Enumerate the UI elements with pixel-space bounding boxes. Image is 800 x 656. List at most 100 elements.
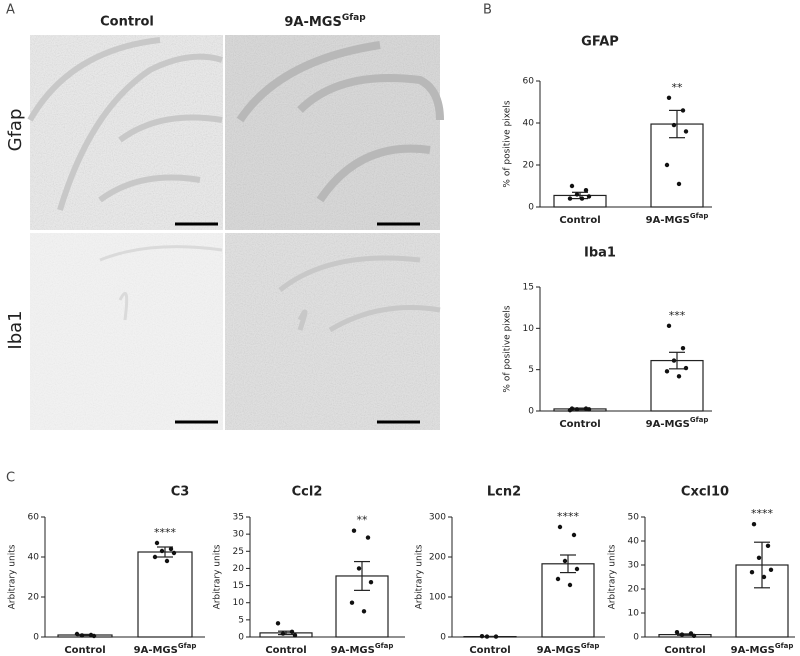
data-point bbox=[671, 122, 677, 128]
tissue-structure bbox=[278, 255, 441, 333]
data-point bbox=[683, 365, 689, 371]
column-label: 9A-MGSGfap bbox=[284, 13, 366, 30]
data-point bbox=[349, 600, 355, 605]
error-bar bbox=[669, 351, 685, 370]
y-tick-label: 5 bbox=[528, 365, 534, 375]
x-tick-label: Control bbox=[559, 419, 600, 430]
data-point bbox=[676, 374, 682, 379]
data-point bbox=[152, 554, 158, 560]
x-tick-label: 9A-MGSGfap bbox=[646, 212, 709, 226]
data-point bbox=[749, 570, 755, 575]
y-axis-label: % of positive pixels bbox=[503, 305, 513, 392]
data-point bbox=[555, 576, 561, 582]
significance: *** bbox=[669, 309, 686, 322]
y-tick-label: 60 bbox=[28, 513, 40, 523]
x-tick-label: Control bbox=[664, 645, 705, 656]
data-point bbox=[579, 196, 585, 201]
row-label: Gfap bbox=[5, 109, 26, 152]
data-point bbox=[586, 407, 592, 412]
data-point bbox=[679, 632, 685, 637]
chart-title: Iba1 bbox=[584, 246, 616, 261]
data-point bbox=[275, 621, 281, 626]
data-point bbox=[567, 407, 573, 413]
x-tick-label-main: Control bbox=[64, 645, 105, 656]
data-point bbox=[664, 369, 670, 374]
y-tick-label: 25 bbox=[233, 547, 244, 557]
data-point bbox=[479, 634, 485, 639]
data-point bbox=[159, 548, 165, 554]
y-tick-label: 20 bbox=[233, 564, 245, 574]
y-axis-label: Arbitrary units bbox=[415, 544, 425, 609]
y-tick-label: 15 bbox=[523, 283, 534, 293]
data-point bbox=[680, 345, 686, 351]
error-bar bbox=[354, 560, 370, 591]
data-point bbox=[164, 558, 170, 564]
y-tick-label: 10 bbox=[628, 609, 640, 619]
x-tick-label: 9A-MGSGfap bbox=[646, 416, 709, 430]
data-point bbox=[569, 183, 575, 189]
error-bar bbox=[560, 554, 576, 574]
data-point bbox=[761, 574, 767, 580]
data-point bbox=[765, 543, 771, 548]
data-point bbox=[683, 129, 689, 134]
data-point bbox=[365, 535, 371, 540]
y-axis-label: Arbitrary units bbox=[213, 544, 223, 609]
chart-title: Ccl2 bbox=[292, 485, 323, 500]
y-tick-label: 40 bbox=[523, 119, 535, 129]
data-point bbox=[586, 194, 592, 199]
chart-title: Lcn2 bbox=[487, 485, 521, 500]
significance: ** bbox=[672, 81, 684, 94]
y-tick-label: 0 bbox=[528, 203, 534, 213]
tissue-structure bbox=[99, 245, 223, 321]
data-point bbox=[368, 579, 374, 585]
column-label-superscript: Gfap bbox=[342, 13, 366, 23]
data-point bbox=[484, 634, 490, 639]
y-tick-label: 20 bbox=[28, 593, 40, 603]
x-tick-label-superscript: Gfap bbox=[690, 212, 709, 220]
data-point bbox=[567, 582, 573, 588]
data-point bbox=[361, 609, 367, 614]
y-tick-label: 200 bbox=[429, 553, 446, 563]
y-tick-label: 20 bbox=[523, 161, 535, 171]
data-point bbox=[356, 566, 362, 571]
data-point bbox=[74, 631, 80, 637]
y-axis-label: Arbitrary units bbox=[8, 544, 18, 609]
data-point bbox=[574, 192, 580, 197]
y-tick-label: 5 bbox=[238, 615, 244, 625]
data-point bbox=[571, 532, 577, 538]
x-tick-label: Control bbox=[265, 645, 306, 656]
y-tick-label: 0 bbox=[528, 407, 534, 417]
x-tick-label-main: Control bbox=[265, 645, 306, 656]
data-point bbox=[671, 358, 677, 363]
micrographs bbox=[27, 35, 444, 430]
x-tick-label: 9A-MGSGfap bbox=[134, 642, 197, 656]
x-tick-label: 9A-MGSGfap bbox=[537, 642, 600, 656]
panel-label: C bbox=[6, 471, 15, 486]
tissue-structure bbox=[27, 37, 223, 211]
micrograph-texture bbox=[225, 35, 440, 230]
data-point bbox=[664, 162, 670, 168]
y-tick-label: 100 bbox=[429, 593, 446, 603]
x-tick-label: 9A-MGSGfap bbox=[331, 642, 394, 656]
y-tick-label: 30 bbox=[628, 561, 640, 571]
bar bbox=[541, 563, 595, 638]
x-tick-label: Control bbox=[559, 215, 600, 226]
data-point bbox=[280, 631, 286, 636]
x-tick-label-main: 9A-MGS bbox=[731, 645, 775, 656]
data-point bbox=[289, 629, 295, 635]
data-point bbox=[292, 633, 298, 638]
data-point bbox=[574, 407, 580, 412]
data-point bbox=[154, 540, 160, 546]
x-tick-label-superscript: Gfap bbox=[690, 416, 709, 424]
y-tick-label: 0 bbox=[33, 633, 39, 643]
x-tick-label-main: 9A-MGS bbox=[537, 645, 581, 656]
x-tick-label-superscript: Gfap bbox=[178, 642, 197, 650]
significance: ** bbox=[357, 514, 369, 527]
x-tick-label: 9A-MGSGfap bbox=[731, 642, 794, 656]
data-point bbox=[574, 566, 580, 572]
y-tick-label: 0 bbox=[633, 633, 639, 643]
y-axis-label: Arbitrary units bbox=[608, 544, 618, 609]
y-tick-label: 40 bbox=[28, 553, 40, 563]
